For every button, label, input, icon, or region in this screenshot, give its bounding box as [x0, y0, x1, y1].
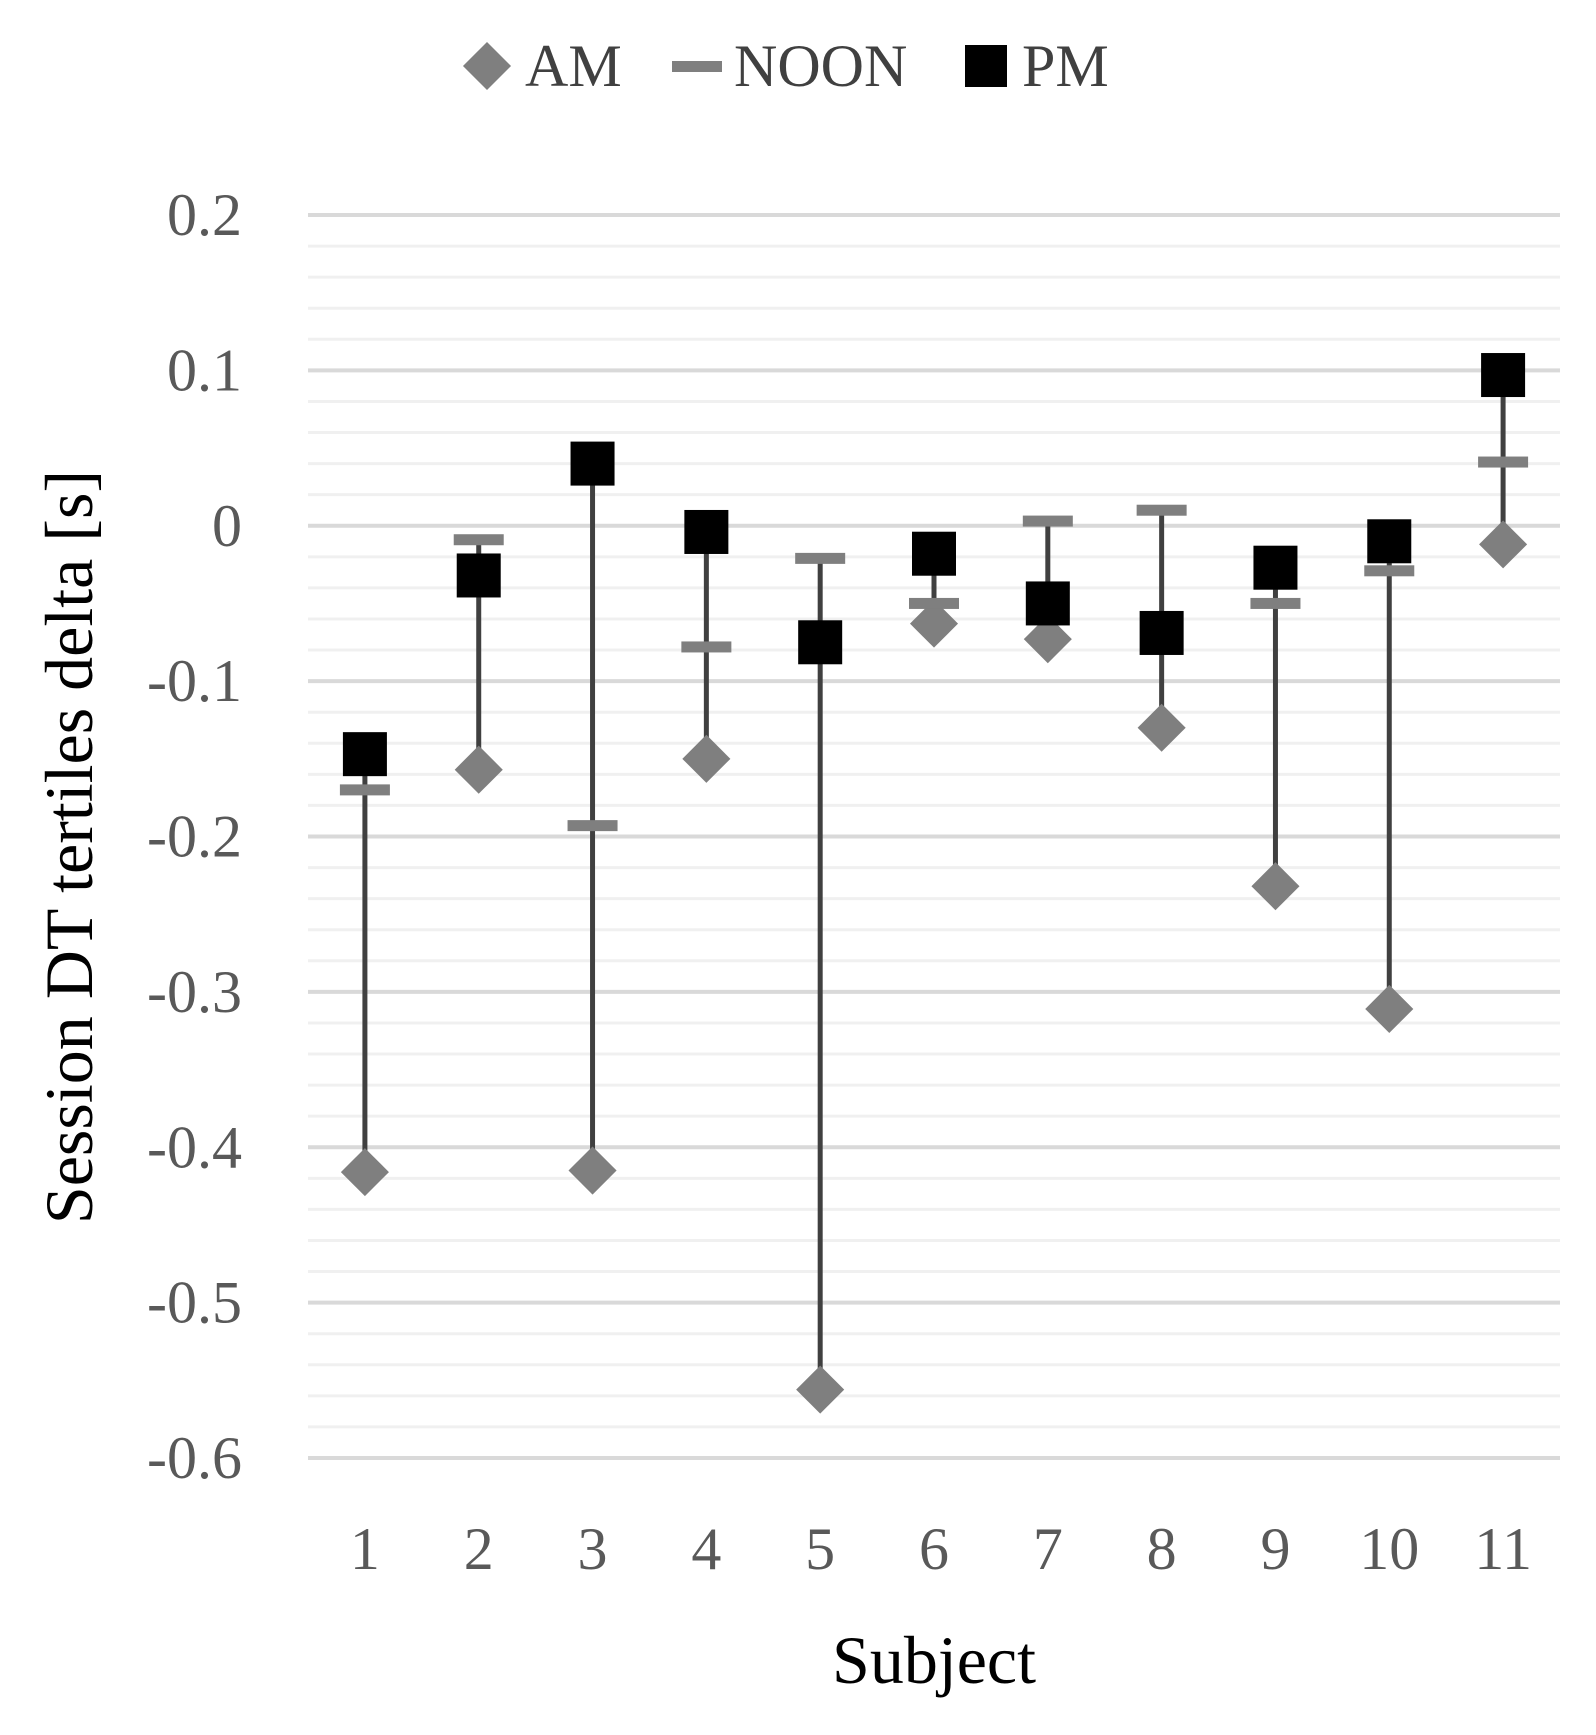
am-point [1251, 862, 1300, 911]
noon-point [681, 641, 732, 653]
x-tick-label: 2 [464, 1516, 494, 1582]
pm-point [1481, 353, 1526, 398]
legend-noon-marker [672, 61, 722, 72]
noon-point [567, 820, 618, 832]
noon-point [1250, 597, 1301, 609]
pm-point [1253, 545, 1298, 590]
legend-noon-label: NOON [734, 33, 907, 99]
am-point [796, 1365, 845, 1414]
am-point [340, 1148, 389, 1197]
y-axis-ticks: 0.2 0.1 0 -0.1 -0.2 -0.3 -0.4 -0.5 -0.6 [147, 182, 242, 1491]
pm-point [1139, 610, 1184, 655]
x-tick-label: 9 [1260, 1516, 1290, 1582]
noon-point [795, 552, 846, 564]
noon-point [453, 534, 504, 546]
legend-item-pm: PM [965, 33, 1109, 99]
x-tick-label: 1 [350, 1516, 380, 1582]
y-tick-label: 0.2 [167, 182, 242, 248]
legend-item-am: AM [462, 33, 622, 99]
pm-point [1025, 581, 1070, 626]
x-tick-label: 3 [578, 1516, 608, 1582]
am-point [454, 745, 503, 794]
x-tick-label: 6 [919, 1516, 949, 1582]
y-tick-label: -0.6 [147, 1425, 242, 1491]
y-tick-label: -0.3 [147, 959, 242, 1025]
y-tick-label: -0.5 [147, 1270, 242, 1336]
x-tick-label: 5 [805, 1516, 835, 1582]
x-tick-label: 7 [1033, 1516, 1063, 1582]
y-tick-label: 0 [212, 493, 242, 559]
pm-point [798, 620, 843, 665]
am-point [909, 599, 959, 648]
am-point [682, 734, 731, 783]
legend-am-marker [462, 41, 512, 91]
noon-point [1136, 504, 1187, 516]
pm-point [342, 732, 387, 777]
x-axis-label: Subject [832, 1622, 1036, 1698]
noon-point [339, 784, 390, 796]
y-tick-label: 0.1 [167, 337, 242, 403]
legend-pm-label: PM [1022, 33, 1109, 99]
x-axis-ticks: 1 2 3 4 5 6 7 8 9 10 11 [350, 1516, 1532, 1582]
noon-point [909, 597, 959, 609]
x-tick-label: 10 [1359, 1516, 1419, 1582]
noon-point [1022, 515, 1073, 527]
legend: AM NOON PM [462, 33, 1109, 99]
legend-am-label: AM [525, 33, 622, 99]
pm-point [684, 509, 729, 554]
pm-point [1367, 519, 1412, 564]
x-tick-label: 11 [1474, 1516, 1532, 1582]
noon-point [1364, 565, 1415, 577]
x-tick-label: 4 [691, 1516, 721, 1582]
pm-point [570, 441, 615, 486]
am-point [568, 1146, 617, 1195]
noon-point [1478, 456, 1529, 468]
y-tick-label: -0.1 [147, 648, 242, 714]
data-markers [339, 353, 1529, 1414]
pm-point [912, 531, 956, 576]
pm-point [456, 553, 501, 598]
y-tick-label: -0.4 [147, 1114, 242, 1180]
gridlines [308, 213, 1560, 1460]
legend-pm-marker [965, 45, 1007, 87]
y-tick-label: -0.2 [147, 804, 242, 870]
y-axis-label: Session DT tertiles delta [s] [31, 470, 107, 1224]
x-tick-label: 8 [1147, 1516, 1177, 1582]
legend-item-noon: NOON [672, 33, 907, 99]
